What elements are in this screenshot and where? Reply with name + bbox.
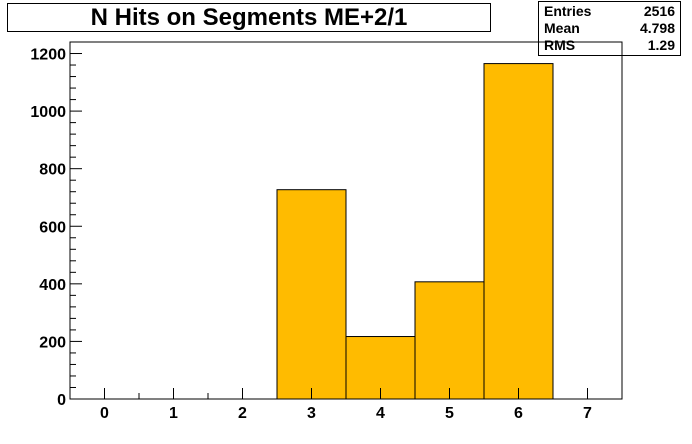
stats-label-entries: Entries [544, 3, 592, 19]
stats-label-rms: RMS [544, 37, 576, 53]
histogram-bars [276, 63, 554, 400]
y-tick-label: 800 [39, 162, 66, 179]
x-tick-label: 0 [100, 405, 109, 422]
y-axis-ticks [70, 41, 82, 400]
y-tick-label: 600 [39, 219, 66, 236]
x-tick-label: 4 [376, 405, 385, 422]
y-axis-labels: 0 200 400 600 800 1000 1200 [30, 47, 66, 409]
y-tick-label: 400 [39, 277, 66, 294]
stats-row-mean: Mean 4.798 [544, 20, 675, 37]
histogram-bar-3 [276, 189, 347, 400]
y-tick-label: 0 [57, 392, 66, 409]
x-tick-label: 7 [583, 405, 592, 422]
y-tick-label: 1000 [30, 104, 66, 121]
histogram-bar-6 [483, 63, 554, 400]
x-tick-label: 1 [169, 405, 178, 422]
histogram-bar-5 [414, 281, 485, 400]
x-axis-ticks [69, 388, 623, 399]
stats-label-mean: Mean [544, 20, 580, 36]
y-tick-label: 1200 [30, 47, 66, 64]
x-tick-label: 6 [514, 405, 523, 422]
x-tick-label: 3 [307, 405, 316, 422]
y-tick-label: 200 [39, 334, 66, 351]
x-tick-label: 5 [445, 405, 454, 422]
x-tick-label: 2 [238, 405, 247, 422]
stats-row-entries: Entries 2516 [544, 3, 675, 20]
stats-box: Entries 2516 Mean 4.798 RMS 1.29 [538, 1, 681, 56]
stats-value-rms: 1.29 [647, 37, 675, 53]
stats-value-entries: 2516 [643, 3, 675, 19]
stats-value-mean: 4.798 [639, 20, 675, 36]
x-axis-labels: 0 1 2 3 4 5 6 7 [100, 405, 592, 422]
chart-title: N Hits on Segments ME+2/1 [7, 3, 491, 32]
stats-row-rms: RMS 1.29 [544, 37, 675, 54]
